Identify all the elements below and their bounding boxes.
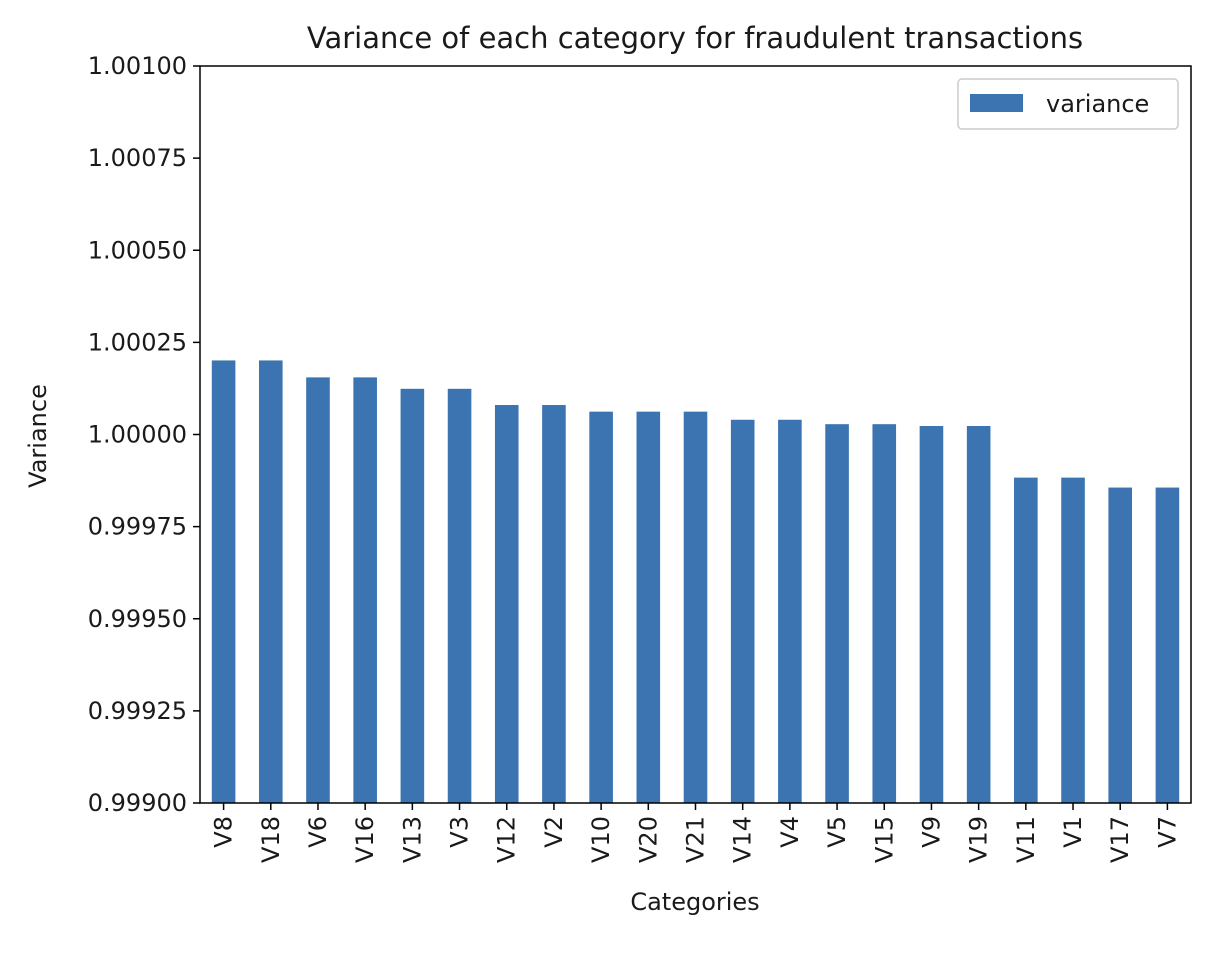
x-tick-label-v5: V5 [823, 816, 851, 848]
bar-v2 [542, 405, 566, 803]
y-tick-label: 1.00025 [88, 328, 187, 356]
plot-area-frame [199, 65, 1192, 804]
bar-v3 [447, 388, 472, 803]
bar-v8 [211, 360, 236, 803]
x-tick-label-v20: V20 [634, 816, 662, 863]
bar-v6 [306, 377, 330, 803]
bar-v1 [1061, 477, 1085, 803]
x-tick-label-v9: V9 [917, 816, 945, 848]
y-tick-label: 0.99900 [88, 789, 187, 817]
bar-v9 [919, 426, 944, 803]
y-tick-label: 1.00075 [88, 144, 187, 172]
x-tick-label-v4: V4 [776, 816, 804, 848]
y-axis-label: Variance [24, 384, 52, 488]
bar-v19 [966, 426, 991, 803]
legend-label: variance [1046, 90, 1149, 118]
x-axis-label: Categories [630, 888, 759, 916]
legend-swatch [970, 94, 1023, 112]
x-tick-label-v15: V15 [870, 816, 898, 863]
bar-v18 [258, 360, 283, 803]
y-tick-label: 0.99925 [88, 697, 187, 725]
bar-v20 [636, 411, 661, 803]
x-tick-label-v17: V17 [1106, 816, 1134, 863]
x-tick-label-v10: V10 [587, 816, 615, 863]
x-tick-label-v2: V2 [540, 816, 568, 848]
x-tick-label-v1: V1 [1059, 816, 1087, 848]
x-tick-label-v12: V12 [493, 816, 521, 863]
chart-title: Variance of each category for fraudulent… [307, 21, 1083, 55]
x-tick-label-v19: V19 [965, 816, 993, 863]
bar-v10 [589, 411, 613, 803]
y-tick-label: 1.00050 [88, 236, 187, 264]
x-tick-label-v3: V3 [446, 816, 474, 848]
bar-v7 [1155, 487, 1180, 803]
x-axis-ticks: V8 V18 V6 V16 V13 V3 V12 V2 V10 V20 V21 V14 V4 V5 V15 V… [210, 803, 1181, 863]
y-tick-label: 1.00000 [88, 421, 187, 449]
bar-v15 [872, 424, 897, 803]
bars-layer [211, 360, 1180, 803]
y-tick-label: 0.99975 [88, 513, 187, 541]
x-tick-label-v6: V6 [304, 816, 332, 848]
x-tick-label-v18: V18 [257, 816, 285, 863]
x-tick-label-v14: V14 [729, 816, 757, 863]
bar-v17 [1108, 487, 1133, 803]
x-tick-label-v21: V21 [682, 816, 710, 863]
y-axis-ticks: 0.99900 0.99925 0.99950 0.99975 1.00000 1.000… [88, 52, 200, 817]
legend-box [957, 78, 1179, 130]
bar-v5 [825, 424, 849, 803]
x-tick-label-v13: V13 [398, 816, 426, 863]
y-tick-label: 1.00100 [88, 52, 187, 80]
x-tick-label-v11: V11 [1012, 816, 1040, 863]
bar-v21 [683, 411, 708, 803]
bar-v11 [1014, 477, 1038, 803]
legend: variance [957, 78, 1179, 130]
x-tick-label-v16: V16 [351, 816, 379, 863]
bar-v16 [353, 377, 377, 803]
x-tick-label-v7: V7 [1153, 816, 1181, 848]
bar-v14 [730, 419, 755, 803]
bar-v4 [778, 419, 802, 803]
y-tick-label: 0.99950 [88, 605, 187, 633]
x-tick-label-v8: V8 [210, 816, 238, 848]
bar-v13 [400, 388, 425, 803]
bar-v12 [494, 405, 519, 803]
